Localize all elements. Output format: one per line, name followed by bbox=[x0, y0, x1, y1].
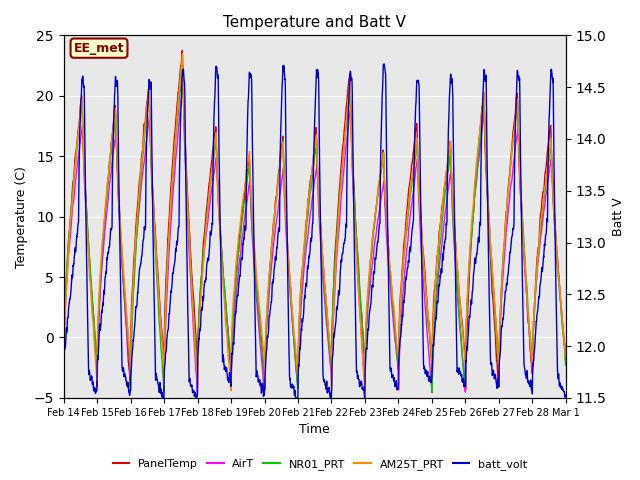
AirT bbox=[461, 383, 468, 388]
AirT bbox=[428, 390, 436, 396]
NR01_PRT bbox=[60, 358, 67, 363]
Legend: PanelTemp, AirT, NR01_PRT, AM25T_PRT, batt_volt: PanelTemp, AirT, NR01_PRT, AM25T_PRT, ba… bbox=[108, 455, 532, 474]
PanelTemp bbox=[340, 128, 348, 134]
batt_volt bbox=[532, 324, 540, 330]
AM25T_PRT bbox=[179, 51, 186, 57]
batt_volt bbox=[518, 249, 525, 255]
AirT bbox=[532, 286, 540, 292]
Line: NR01_PRT: NR01_PRT bbox=[63, 65, 566, 392]
batt_volt bbox=[562, 392, 570, 398]
NR01_PRT bbox=[200, 246, 208, 252]
NR01_PRT bbox=[340, 146, 348, 152]
PanelTemp bbox=[60, 359, 67, 364]
NR01_PRT bbox=[179, 62, 187, 68]
PanelTemp bbox=[461, 350, 468, 356]
PanelTemp bbox=[179, 48, 186, 53]
AirT bbox=[340, 165, 348, 171]
NR01_PRT bbox=[518, 206, 525, 212]
AM25T_PRT bbox=[60, 376, 67, 382]
Line: AM25T_PRT: AM25T_PRT bbox=[63, 54, 566, 391]
batt_volt bbox=[380, 61, 388, 67]
NR01_PRT bbox=[562, 363, 570, 369]
Line: AirT: AirT bbox=[63, 82, 566, 393]
AirT bbox=[60, 356, 67, 362]
AM25T_PRT bbox=[329, 320, 337, 325]
batt_volt bbox=[200, 285, 208, 291]
PanelTemp bbox=[330, 297, 337, 302]
NR01_PRT bbox=[428, 389, 436, 395]
PanelTemp bbox=[562, 361, 570, 367]
AirT bbox=[179, 79, 187, 84]
AirT bbox=[329, 324, 337, 330]
Y-axis label: Temperature (C): Temperature (C) bbox=[15, 166, 28, 267]
PanelTemp bbox=[260, 387, 268, 393]
Line: PanelTemp: PanelTemp bbox=[63, 50, 566, 390]
AirT bbox=[562, 352, 570, 358]
AirT bbox=[518, 218, 525, 224]
AM25T_PRT bbox=[361, 388, 369, 394]
PanelTemp bbox=[200, 234, 208, 240]
AM25T_PRT bbox=[532, 281, 540, 287]
Text: EE_met: EE_met bbox=[74, 42, 124, 55]
PanelTemp bbox=[532, 277, 540, 283]
Title: Temperature and Batt V: Temperature and Batt V bbox=[223, 15, 406, 30]
batt_volt bbox=[159, 395, 166, 401]
batt_volt bbox=[340, 240, 348, 246]
NR01_PRT bbox=[329, 298, 337, 304]
batt_volt bbox=[60, 372, 67, 378]
Line: batt_volt: batt_volt bbox=[63, 64, 566, 398]
AM25T_PRT bbox=[340, 144, 348, 150]
AM25T_PRT bbox=[461, 353, 468, 359]
NR01_PRT bbox=[532, 285, 540, 291]
AM25T_PRT bbox=[200, 254, 208, 260]
AM25T_PRT bbox=[562, 355, 570, 360]
batt_volt bbox=[461, 382, 468, 388]
AirT bbox=[200, 252, 208, 257]
X-axis label: Time: Time bbox=[300, 423, 330, 436]
NR01_PRT bbox=[461, 378, 468, 384]
AM25T_PRT bbox=[518, 210, 525, 216]
PanelTemp bbox=[518, 208, 525, 214]
batt_volt bbox=[329, 349, 337, 355]
Y-axis label: Batt V: Batt V bbox=[612, 197, 625, 236]
